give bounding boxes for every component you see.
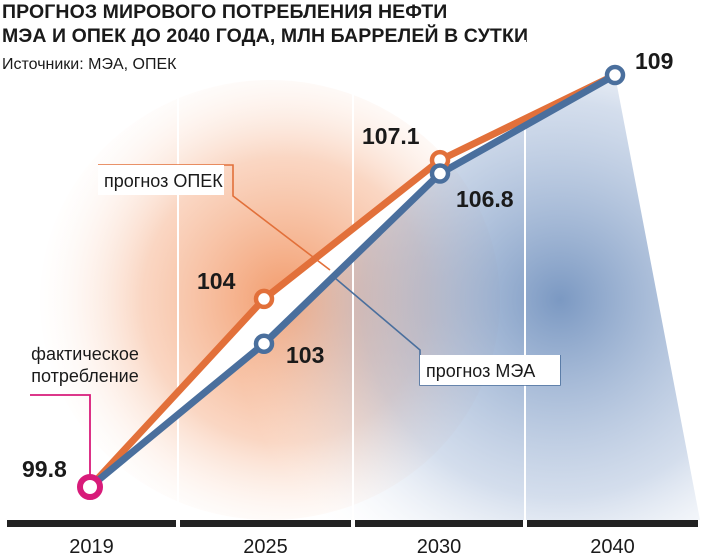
actual-label-line-2: потребление [31, 366, 138, 386]
iea-point-2030 [429, 163, 451, 184]
series-lines [86, 71, 619, 491]
label-iea-2025: 103 [286, 342, 324, 368]
chart-source: Источники: МЭА, ОПЕК [2, 56, 177, 73]
label-iea-2030: 106.8 [456, 186, 514, 212]
axis-segment-2030 [355, 520, 523, 527]
opec-point-2025 [253, 288, 275, 310]
x-tick-2040: 2040 [590, 536, 635, 558]
actual-leader [30, 394, 91, 480]
x-tick-2025: 2025 [243, 536, 288, 558]
series-callouts: прогноз ОПЕК прогноз МЭА [98, 164, 561, 386]
opec-callout-text: прогноз ОПЕК [104, 171, 223, 191]
label-opec-2030: 107.1 [362, 123, 420, 149]
x-tick-2019: 2019 [69, 536, 114, 558]
x-tick-2030: 2030 [417, 536, 462, 558]
iea-callout-text: прогноз МЭА [426, 361, 535, 381]
label-actual-2019: 99.8 [22, 456, 67, 482]
opec-series-line [86, 71, 619, 491]
axis-segment-2040 [527, 520, 698, 527]
iea-callout: прогноз МЭА [334, 277, 561, 386]
iea-point-2040 [604, 64, 626, 86]
opec-callout: прогноз ОПЕК [98, 164, 331, 271]
data-labels: 99.8 104 107.1 103 106.8 109 [22, 48, 673, 482]
chart-title-line-1: ПРОГНОЗ МИРОВОГО ПОТРЕБЛЕНИЯ НЕФТИ [2, 1, 448, 23]
iea-series-line [86, 71, 619, 491]
chart-title: ПРОГНОЗ МИРОВОГО ПОТРЕБЛЕНИЯ НЕФТИ МЭА И… [2, 0, 702, 48]
chart-title-line-2: МЭА И ОПЕК ДО 2040 ГОДА, МЛН БАРРЕЛЕЙ В … [2, 25, 529, 47]
actual-point-2019 [77, 474, 103, 500]
opec-callout-box [98, 165, 224, 195]
iea-area [90, 75, 700, 520]
x-axis: 2019 2025 2030 2040 [7, 520, 698, 558]
actual-label-line-1: фактическое [31, 344, 139, 364]
axis-segment-2025 [180, 520, 351, 527]
iea-callout-box [420, 355, 560, 385]
axis-segment-2019 [7, 520, 176, 527]
label-iea-2040: 109 [635, 48, 673, 74]
iea-point-2025 [253, 333, 275, 354]
label-opec-2025: 104 [197, 268, 236, 294]
